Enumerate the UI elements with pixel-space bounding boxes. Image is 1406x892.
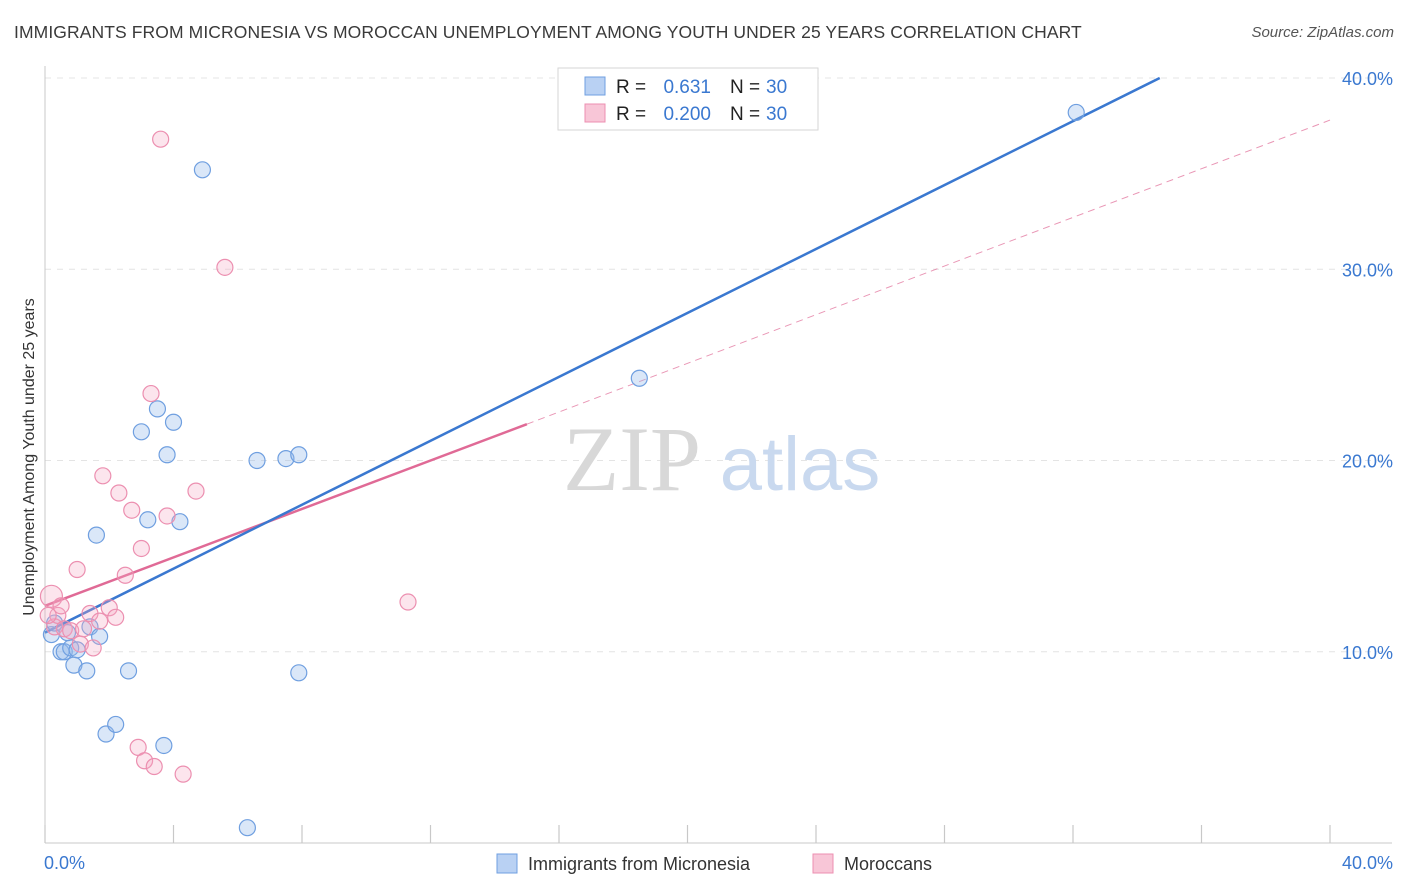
r-value: 0.200 [663, 104, 711, 125]
moroccans-point [110, 484, 128, 502]
r-label: R = [616, 77, 646, 98]
micronesia-point [193, 161, 212, 179]
moroccans-point [39, 584, 64, 608]
micronesia-point [290, 446, 308, 464]
moroccans-point [74, 620, 93, 638]
moroccans-point [100, 599, 118, 617]
x-tick-label-max: 40.0% [1342, 853, 1393, 873]
moroccans-point [84, 639, 102, 657]
n-value: 30 [766, 104, 787, 125]
micronesia-point [155, 736, 173, 755]
n-label: N = [730, 77, 760, 98]
y-tick-label: 40.0% [1342, 69, 1393, 89]
micronesia-point [164, 413, 183, 431]
micronesia-point [119, 662, 138, 680]
series-legend-label: Moroccans [844, 854, 932, 874]
n-label: N = [730, 104, 760, 125]
moroccans-point [399, 593, 417, 611]
series-swatch-1 [812, 853, 834, 874]
data-points [39, 103, 1085, 837]
micronesia-point [107, 715, 125, 734]
y-axis-label: Unemployment Among Youth under 25 years [21, 298, 38, 616]
micronesia-trend-line [44, 76, 1161, 634]
r-value: 0.631 [663, 77, 711, 98]
source-label: Source: ZipAtlas.com [1251, 24, 1394, 41]
series-legend-label: Immigrants from Micronesia [528, 854, 751, 874]
moroccans-point [62, 622, 80, 640]
moroccans-point [91, 612, 109, 630]
grid-lines [45, 77, 1392, 653]
micronesia-point [290, 664, 308, 682]
moroccans-point [142, 384, 160, 403]
micronesia-point [238, 819, 256, 837]
stats-swatch-0 [584, 76, 606, 96]
trend-lines [44, 76, 1331, 634]
chart-title: IMMIGRANTS FROM MICRONESIA VS MOROCCAN U… [14, 22, 1082, 42]
micronesia-point [630, 369, 648, 387]
moroccans-point [187, 482, 205, 500]
micronesia-point [1067, 103, 1085, 122]
moroccans-point [68, 560, 86, 579]
moroccans-point [158, 507, 176, 525]
watermark-atlas: atlas [720, 422, 881, 507]
moroccans-point [132, 539, 150, 558]
watermark: ZIP atlas [563, 408, 880, 510]
moroccans-point [123, 501, 141, 519]
micronesia-point [87, 526, 106, 544]
moroccans-point [135, 752, 154, 770]
micronesia-point [158, 446, 176, 464]
micronesia-point [132, 423, 150, 441]
r-label: R = [616, 104, 646, 125]
micronesia-point [139, 511, 157, 529]
tick-labels: 10.0% 20.0% 30.0% 40.0% 0.0% 40.0% [44, 69, 1393, 873]
moroccans-trend-line [44, 422, 528, 608]
moroccans-point [145, 757, 163, 776]
series-legend: Immigrants from Micronesia Moroccans [496, 853, 932, 874]
moroccans-point [216, 258, 234, 276]
y-tick-label: 10.0% [1342, 643, 1393, 663]
n-value: 30 [766, 77, 787, 98]
series-swatch-0 [496, 853, 518, 874]
moroccans-point [55, 620, 73, 638]
moroccans-point [152, 130, 170, 148]
moroccans-point [107, 608, 125, 626]
stats-legend: R = 0.631 N = 30 R = 0.200 N = 30 [557, 67, 819, 131]
moroccans-point [174, 765, 192, 783]
moroccans-point [52, 597, 70, 615]
micronesia-point [248, 451, 266, 470]
stats-swatch-1 [584, 103, 606, 123]
micronesia-point [78, 662, 96, 680]
y-tick-label: 30.0% [1342, 260, 1393, 280]
moroccans-point [39, 606, 57, 625]
y-tick-label: 20.0% [1342, 452, 1393, 472]
moroccans-point [94, 467, 112, 485]
x-tick-label-min: 0.0% [44, 853, 85, 873]
axes [44, 66, 1392, 844]
micronesia-point [277, 449, 295, 468]
micronesia-point [148, 400, 167, 418]
watermark-zip: ZIP [563, 408, 701, 510]
moroccans-point [116, 566, 134, 584]
